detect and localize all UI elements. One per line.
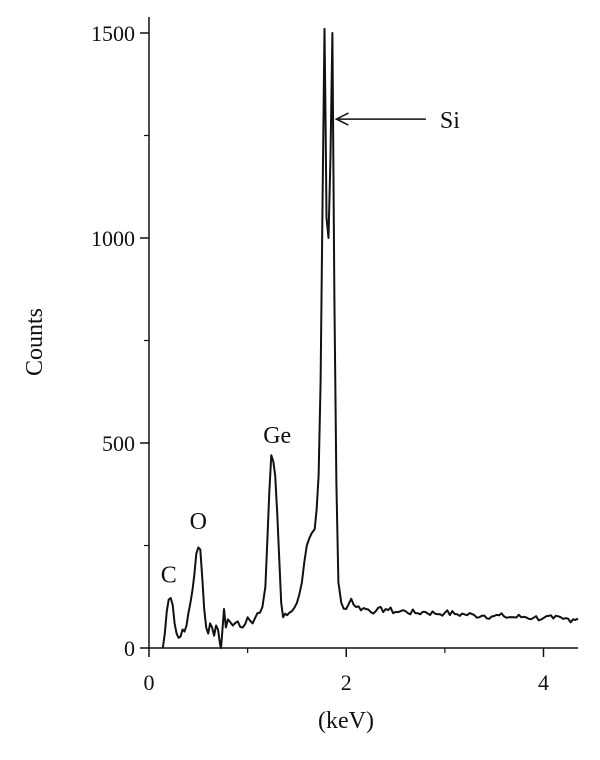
x-tick-label: 0 [144, 670, 155, 695]
peak-annotations: C O Ge Si [161, 108, 461, 588]
peak-label-c: C [161, 562, 177, 588]
peak-label-o: O [190, 509, 207, 535]
y-tick-label: 500 [102, 431, 135, 456]
x-ticks: 0 2 4 [144, 648, 549, 695]
axes [148, 17, 578, 649]
spectrum-series-line [161, 27, 579, 649]
y-tick-label: 0 [124, 636, 135, 661]
x-tick-label: 2 [341, 670, 352, 695]
y-axis-label: Counts [22, 308, 48, 376]
y-tick-label: 1500 [91, 21, 135, 46]
y-ticks: 0 500 1000 1500 [91, 21, 149, 661]
peak-label-si: Si [440, 108, 460, 134]
x-tick-label: 4 [538, 670, 549, 695]
x-axis-label: (keV) [318, 708, 374, 734]
y-tick-label: 1000 [91, 226, 135, 251]
si-arrow-head [334, 112, 349, 126]
peak-label-ge: Ge [263, 423, 291, 449]
